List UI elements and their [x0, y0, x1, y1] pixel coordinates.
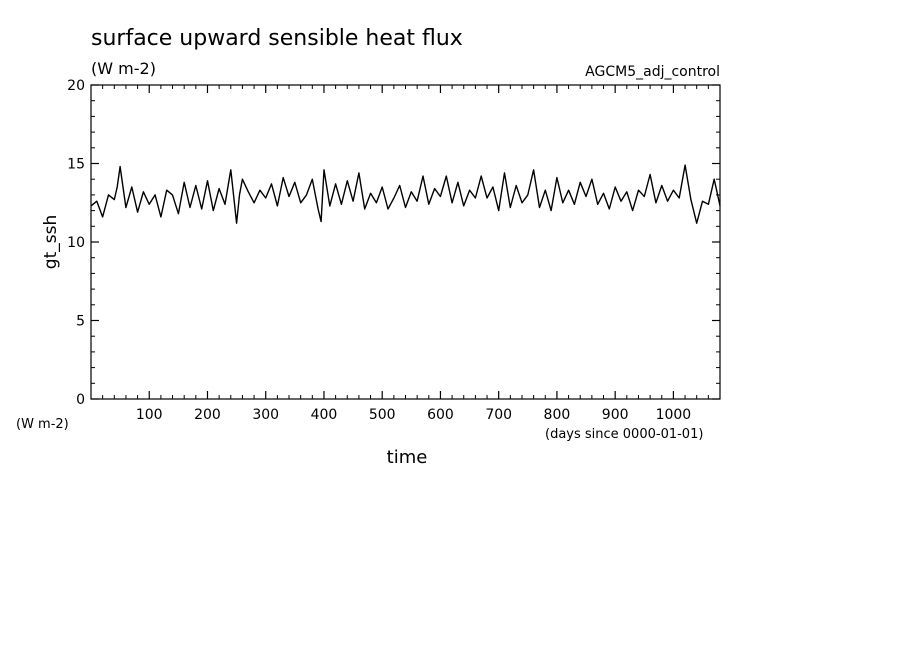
series-line [90, 164, 721, 224]
y-tick-label: 10 [67, 235, 85, 251]
minor-ticks [91, 85, 720, 399]
x-axis-ticks: 100 200 300 400 500 600 700 800 900 1000 [136, 85, 691, 423]
x-tick-label: 600 [427, 407, 454, 423]
x-axis-label: time [387, 447, 428, 468]
x-tick-label: 700 [485, 407, 512, 423]
plot-frame [90, 84, 721, 400]
x-tick-label: 300 [252, 407, 279, 423]
y-axis-label: gt_ssh [41, 215, 61, 269]
x-axis-units: (days since 0000-01-01) [545, 427, 703, 442]
title-units: (W m-2) [91, 59, 156, 78]
x-tick-label: 400 [311, 407, 338, 423]
x-tick-label: 1000 [656, 407, 692, 423]
y-tick-label: 0 [76, 392, 85, 408]
x-tick-label: 500 [369, 407, 396, 423]
x-tick-label: 100 [136, 407, 163, 423]
x-tick-label: 800 [544, 407, 571, 423]
y-axis-units: (W m-2) [16, 417, 69, 432]
y-tick-label: 20 [67, 78, 85, 94]
chart-title: surface upward sensible heat flux [91, 26, 463, 51]
y-tick-label: 5 [76, 314, 85, 330]
y-tick-label: 15 [67, 157, 85, 173]
x-tick-label: 200 [194, 407, 221, 423]
x-tick-label: 900 [602, 407, 629, 423]
run-label: AGCM5_adj_control [585, 64, 720, 80]
y-axis-ticks: 0 5 10 15 20 [67, 78, 720, 408]
